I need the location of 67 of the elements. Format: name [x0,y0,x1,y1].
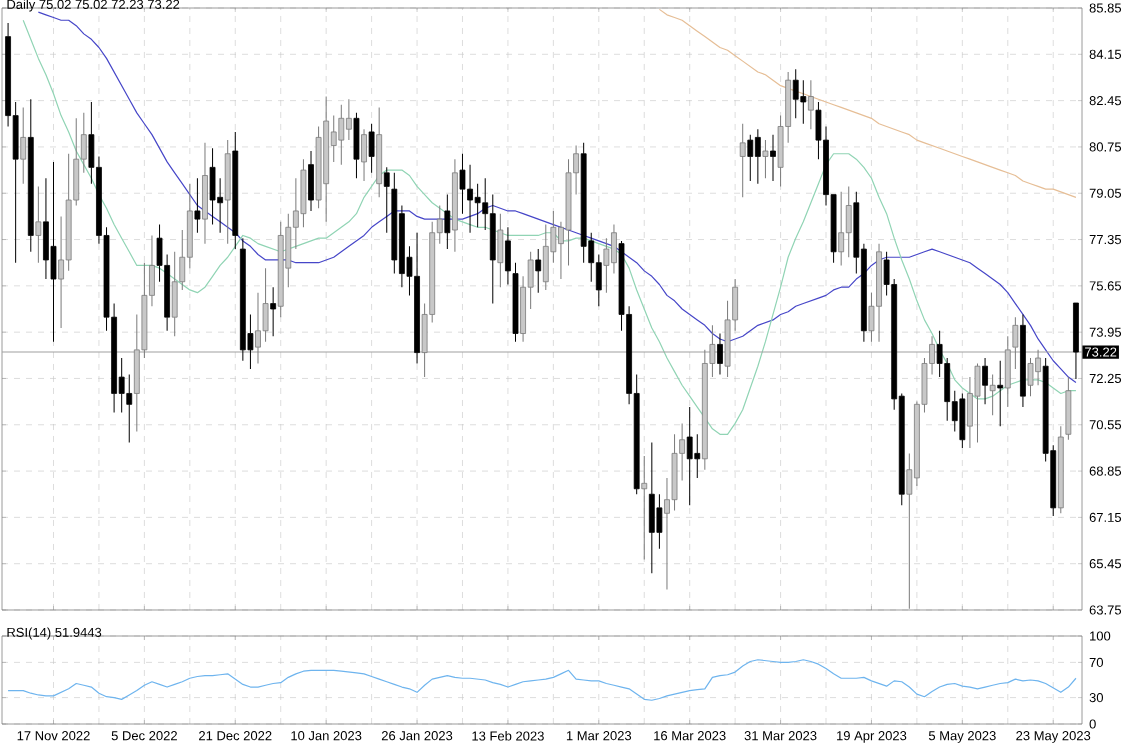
candlestick [368,123,375,174]
candlestick [770,134,776,182]
candlestick [20,106,27,185]
candlestick [27,98,34,253]
candlestick [376,106,383,198]
candlestick [838,191,845,266]
candlestick [467,164,473,234]
candlestick [308,150,314,212]
candlestick [452,158,458,253]
candlestick [762,139,769,179]
candlestick [717,333,723,375]
candlestick [1020,313,1026,408]
candlestick [194,177,201,234]
candlestick [754,128,761,185]
candlestick [648,441,655,574]
candlestick [959,392,966,449]
candlestick [35,185,42,264]
candlestick [845,185,852,258]
candlestick [611,224,617,275]
candlestick [270,286,277,337]
candlestick [361,128,367,182]
candlestick [694,433,701,479]
candlestick [1057,425,1064,514]
candlestick [739,123,746,198]
candlestick [391,172,398,275]
candlestick [497,213,504,288]
candlestick [686,406,693,506]
candlestick [641,455,648,561]
candlestick [997,360,1004,427]
candlestick [800,79,807,125]
candlestick [974,362,981,443]
candlestick [1012,316,1019,370]
candlestick [50,161,57,343]
candlestick [353,112,360,179]
candlestick [338,104,345,166]
candlestick [202,142,208,245]
candlestick [232,131,239,250]
candlestick [747,134,754,182]
candlestick [982,357,988,405]
candlestick [792,68,799,119]
candlestick [701,349,708,471]
candlestick [224,139,231,245]
candlestick [383,166,390,234]
candlestick [535,248,542,294]
candlestick [444,194,451,250]
candlestick [315,125,322,209]
candlestick [989,373,996,416]
candlestick [255,292,261,364]
candlestick [65,153,72,272]
candlestick [489,194,496,305]
candlestick [239,237,246,362]
candlestick [1065,376,1072,441]
candlestick [277,221,284,318]
candlestick [126,373,133,443]
candlestick [414,232,420,364]
candlestick [171,251,178,337]
candlestick [209,147,216,226]
candlestick [656,493,663,550]
candlestick [323,96,330,223]
candlestick [876,243,882,343]
candlestick [43,177,49,280]
candlestick [542,224,549,291]
candlestick [807,79,814,130]
candlestick [580,142,587,264]
candlestick [1035,349,1041,386]
candlestick [1027,357,1034,397]
candlestick [345,98,352,141]
